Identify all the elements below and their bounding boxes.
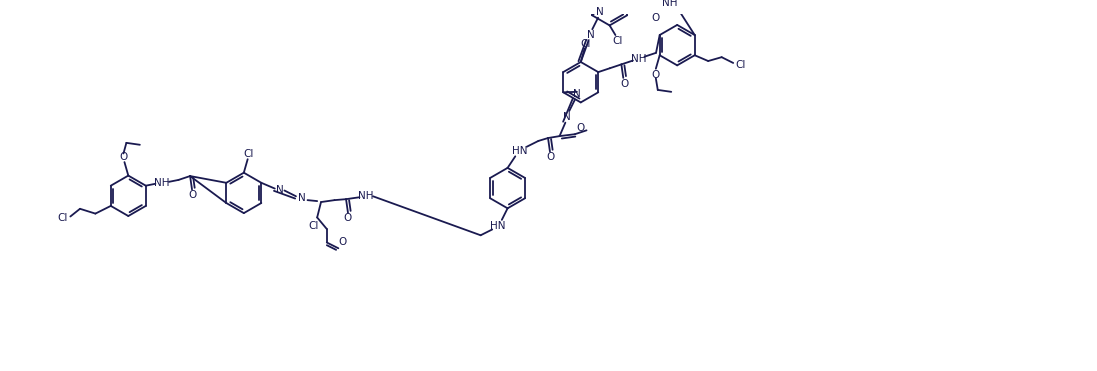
Text: O: O xyxy=(343,213,352,223)
Text: N: N xyxy=(564,112,572,122)
Text: N: N xyxy=(596,7,603,17)
Text: Cl: Cl xyxy=(612,36,622,46)
Text: O: O xyxy=(652,69,660,79)
Text: Cl: Cl xyxy=(244,150,253,160)
Text: O: O xyxy=(651,13,659,23)
Text: O: O xyxy=(120,152,127,162)
Text: NH: NH xyxy=(631,54,646,63)
Text: O: O xyxy=(338,237,347,247)
Text: HN: HN xyxy=(490,221,506,231)
Text: Cl: Cl xyxy=(57,213,68,223)
Text: Cl: Cl xyxy=(736,60,746,70)
Text: O: O xyxy=(188,190,196,200)
Text: NH: NH xyxy=(358,191,373,201)
Text: O: O xyxy=(620,79,629,89)
Text: NH: NH xyxy=(661,0,677,8)
Text: Cl: Cl xyxy=(308,221,318,231)
Text: N: N xyxy=(587,30,595,40)
Text: N: N xyxy=(275,184,283,194)
Text: N: N xyxy=(298,193,306,203)
Text: N: N xyxy=(573,89,580,99)
Text: HN: HN xyxy=(512,145,528,155)
Text: Cl: Cl xyxy=(580,39,591,49)
Text: O: O xyxy=(546,152,555,162)
Text: O: O xyxy=(577,124,585,134)
Text: NH: NH xyxy=(155,178,170,188)
